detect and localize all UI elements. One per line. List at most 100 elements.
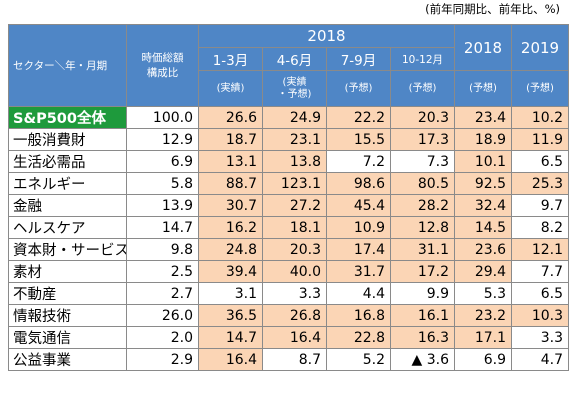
market-cap-share: 12.9 xyxy=(126,128,199,151)
growth-value: 26.8 xyxy=(262,304,327,327)
growth-value: 10.9 xyxy=(326,216,391,239)
header-comp-line2: 構成比 xyxy=(146,66,179,79)
growth-value: 10.1 xyxy=(454,150,512,173)
market-cap-share: 5.8 xyxy=(126,172,199,195)
growth-value: 8.7 xyxy=(262,348,327,371)
market-cap-share: 13.9 xyxy=(126,194,199,217)
header-q1-sub: (実績) xyxy=(198,70,263,107)
growth-value: 10.3 xyxy=(511,304,569,327)
growth-value: 16.1 xyxy=(390,304,455,327)
table-row: 一般消費財 12.9 18.7 23.1 15.5 17.3 18.9 11.9 xyxy=(8,128,569,151)
growth-value: 7.7 xyxy=(511,260,569,283)
growth-value: 20.3 xyxy=(390,106,455,129)
growth-value: 6.5 xyxy=(511,282,569,305)
growth-value: 6.9 xyxy=(454,348,512,371)
table-row: 不動産 2.7 3.1 3.3 4.4 9.9 5.3 6.5 xyxy=(8,282,569,305)
table-row: 資本財・サービス 9.8 24.8 20.3 17.4 31.1 23.6 12.1 xyxy=(8,238,569,261)
growth-value: 40.0 xyxy=(262,260,327,283)
market-cap-share: 14.7 xyxy=(126,216,199,239)
growth-value: 26.6 xyxy=(198,106,263,129)
growth-value: 20.3 xyxy=(262,238,327,261)
growth-value: 16.2 xyxy=(198,216,263,239)
growth-value: 17.1 xyxy=(454,326,512,349)
growth-value: 45.4 xyxy=(326,194,391,217)
growth-value: 36.5 xyxy=(198,304,263,327)
growth-value: 14.7 xyxy=(198,326,263,349)
market-cap-share: 100.0 xyxy=(126,106,199,129)
header-q4-sub: (予想) xyxy=(390,70,455,107)
growth-value: 31.1 xyxy=(390,238,455,261)
growth-value: 16.3 xyxy=(390,326,455,349)
growth-value: 3.1 xyxy=(198,282,263,305)
growth-value: 11.9 xyxy=(511,128,569,151)
growth-value: 39.4 xyxy=(198,260,263,283)
sector-name: 金融 xyxy=(8,194,127,217)
sector-name: 資本財・サービス xyxy=(8,238,127,261)
growth-value: 13.8 xyxy=(262,150,327,173)
growth-value: 12.8 xyxy=(390,216,455,239)
growth-value: 98.6 xyxy=(326,172,391,195)
growth-value: 10.2 xyxy=(511,106,569,129)
table-body: S&P500全体 100.0 26.6 24.9 22.2 20.3 23.4 10.2 一般消… xyxy=(8,106,569,371)
growth-value: 23.2 xyxy=(454,304,512,327)
market-cap-share: 2.9 xyxy=(126,348,199,371)
header-annual-2018-sub: (予想) xyxy=(454,70,512,107)
growth-value: 9.9 xyxy=(390,282,455,305)
growth-value: 9.7 xyxy=(511,194,569,217)
growth-value: 13.1 xyxy=(198,150,263,173)
growth-value: 14.5 xyxy=(454,216,512,239)
growth-value: 88.7 xyxy=(198,172,263,195)
growth-value: 18.9 xyxy=(454,128,512,151)
header-market-cap-share: 時価総額 構成比 xyxy=(126,24,199,107)
growth-value: 24.8 xyxy=(198,238,263,261)
sector-name: 一般消費財 xyxy=(8,128,127,151)
table-row: 公益事業 2.9 16.4 8.7 5.2 ▲ 3.6 6.9 4.7 xyxy=(8,348,569,371)
header-q1: 1-3月 xyxy=(198,47,263,71)
growth-value: 15.5 xyxy=(326,128,391,151)
growth-value: ▲ 3.6 xyxy=(390,348,455,371)
growth-value: 32.4 xyxy=(454,194,512,217)
market-cap-share: 26.0 xyxy=(126,304,199,327)
growth-value: 4.4 xyxy=(326,282,391,305)
table-row: エネルギー 5.8 88.7 123.1 98.6 80.5 92.5 25.3 xyxy=(8,172,569,195)
growth-value: 16.4 xyxy=(198,348,263,371)
table-row: ヘルスケア 14.7 16.2 18.1 10.9 12.8 14.5 8.2 xyxy=(8,216,569,239)
unit-note: (前年同期比、前年比、%) xyxy=(425,2,560,16)
growth-value: 123.1 xyxy=(262,172,327,195)
table-row: S&P500全体 100.0 26.6 24.9 22.2 20.3 23.4 10.2 xyxy=(8,106,569,129)
sector-name: ヘルスケア xyxy=(8,216,127,239)
growth-value: 16.8 xyxy=(326,304,391,327)
market-cap-share: 2.0 xyxy=(126,326,199,349)
growth-value: 4.7 xyxy=(511,348,569,371)
growth-value: 24.9 xyxy=(262,106,327,129)
sector-name: 公益事業 xyxy=(8,348,127,371)
growth-value: 16.4 xyxy=(262,326,327,349)
growth-value: 92.5 xyxy=(454,172,512,195)
header-annual-2018: 2018 xyxy=(454,24,512,71)
sector-name: 不動産 xyxy=(8,282,127,305)
market-cap-share: 9.8 xyxy=(126,238,199,261)
header-q2-sub-text: (実績 ・予想) xyxy=(277,76,312,100)
growth-value: 17.3 xyxy=(390,128,455,151)
growth-value: 31.7 xyxy=(326,260,391,283)
table-row: 電気通信 2.0 14.7 16.4 22.8 16.3 17.1 3.3 xyxy=(8,326,569,349)
growth-value: 5.2 xyxy=(326,348,391,371)
earnings-table: セクター＼年・月期 時価総額 構成比 2018 2018 2019 1-3月 4… xyxy=(8,24,569,371)
header-annual-2019: 2019 xyxy=(511,24,569,71)
header-q2: 4-6月 xyxy=(262,47,327,71)
growth-value: 12.1 xyxy=(511,238,569,261)
growth-value: 22.2 xyxy=(326,106,391,129)
header-sector: セクター＼年・月期 xyxy=(8,24,127,107)
growth-value: 18.7 xyxy=(198,128,263,151)
growth-value: 28.2 xyxy=(390,194,455,217)
header-q3-sub: (予想) xyxy=(326,70,391,107)
header-q4: 10-12月 xyxy=(390,47,455,71)
growth-value: 22.8 xyxy=(326,326,391,349)
market-cap-share: 6.9 xyxy=(126,150,199,173)
market-cap-share: 2.7 xyxy=(126,282,199,305)
growth-value: 5.3 xyxy=(454,282,512,305)
sector-name: 電気通信 xyxy=(8,326,127,349)
growth-value: 80.5 xyxy=(390,172,455,195)
growth-value: 3.3 xyxy=(262,282,327,305)
growth-value: 30.7 xyxy=(198,194,263,217)
